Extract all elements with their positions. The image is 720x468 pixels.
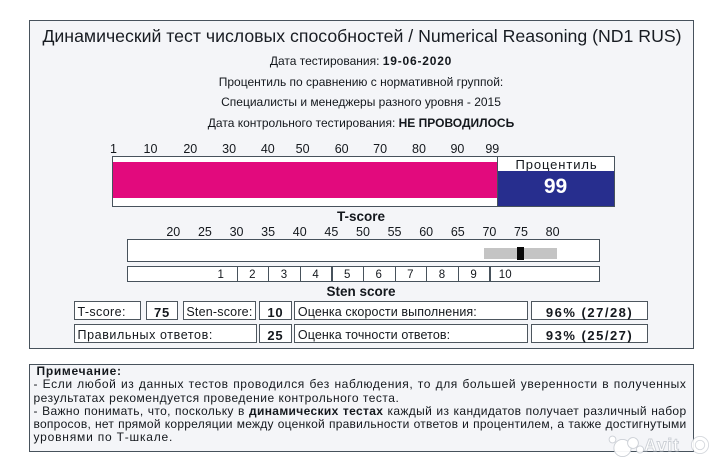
svg-text:Avit: Avit bbox=[644, 435, 680, 455]
